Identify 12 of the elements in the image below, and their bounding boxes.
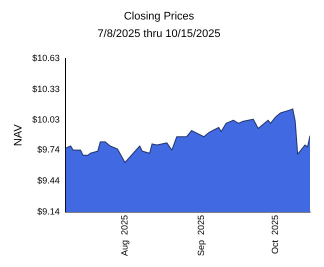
x-tick-label: Sep 2025 bbox=[196, 214, 206, 256]
x-tick-label: Aug 2025 bbox=[119, 214, 130, 256]
y-tick-label: $9.14 bbox=[37, 206, 60, 216]
y-axis-title: NAV bbox=[12, 124, 25, 146]
y-tick-label: $9.44 bbox=[37, 176, 60, 186]
x-tick-label: Oct 2025 bbox=[270, 214, 280, 254]
y-tick-label: $10.33 bbox=[32, 84, 60, 94]
chart-subtitle: 7/8/2025 thru 10/15/2025 bbox=[98, 28, 220, 40]
y-tick-label: $10.03 bbox=[32, 114, 60, 125]
y-tick-label: $10.63 bbox=[32, 52, 60, 63]
y-tick-label: $9.74 bbox=[37, 144, 60, 155]
chart-title: Closing Prices bbox=[124, 10, 195, 23]
